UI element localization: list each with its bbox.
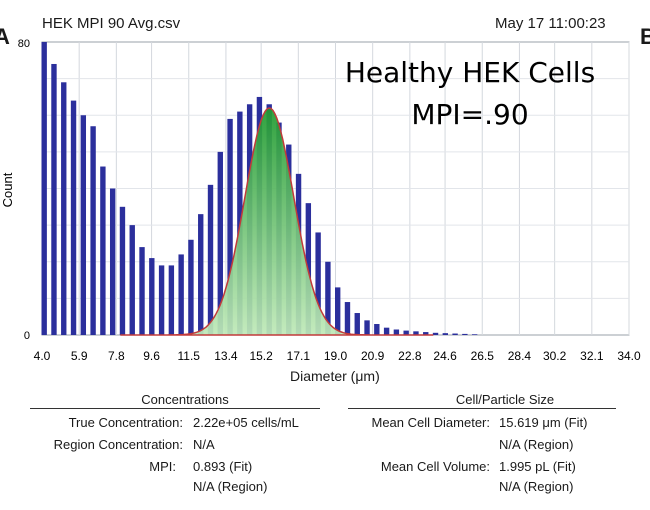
fit-curve-series <box>120 107 434 336</box>
histogram-bar <box>109 188 116 335</box>
histogram-bar <box>423 332 429 335</box>
histogram-bar <box>90 126 96 335</box>
x-tick-label: 34.0 <box>617 349 641 363</box>
histogram-bar <box>198 214 204 335</box>
y-tick-label: 80 <box>18 38 30 50</box>
size-value: 1.995 pL (Fit) <box>499 459 576 474</box>
histogram-bar <box>119 206 126 335</box>
size-label: Mean Cell Diameter: <box>371 415 491 430</box>
x-tick-label: 20.9 <box>361 349 385 363</box>
conc-label: Region Concentration: <box>53 437 183 452</box>
histogram-bar <box>158 265 165 335</box>
x-tick-label: 26.5 <box>471 349 495 363</box>
x-tick-label: 15.2 <box>249 349 273 363</box>
histogram-bar <box>393 329 400 335</box>
histogram-bar <box>178 254 184 335</box>
size-label: Mean Cell Volume: <box>380 459 490 474</box>
size-value: 15.619 μm (Fit) <box>499 415 588 430</box>
histogram-bar <box>335 287 341 335</box>
size-title: Cell/Particle Size <box>455 392 555 407</box>
histogram-bar <box>139 247 145 335</box>
histogram-bar <box>207 184 214 335</box>
chart-timestamp: May 17 11:00:23 <box>495 15 606 32</box>
concentrations-divider <box>30 408 320 409</box>
x-tick-label: 11.5 <box>178 349 201 363</box>
histogram-bar <box>383 327 390 335</box>
histogram-bar <box>344 302 351 335</box>
histogram-bar <box>188 239 194 335</box>
histogram-chart: 4.0 5.9 7.8 9.6 11.5 13.4 15.2 17.1 19.0 20.9 22.8… <box>0 38 641 363</box>
histogram-bar <box>403 330 409 335</box>
histogram-bar <box>100 166 106 335</box>
conc-label: MPI: <box>149 459 176 474</box>
x-tick-label: 22.8 <box>398 349 422 363</box>
histogram-bar <box>227 118 233 335</box>
histogram-bar <box>442 333 448 335</box>
conc-value: 2.22e+05 cells/mL <box>193 415 299 430</box>
size-divider <box>348 408 616 409</box>
histogram-bar <box>364 320 370 335</box>
y-tick-label: 0 <box>24 330 30 342</box>
histogram-bar <box>354 313 360 335</box>
histogram-bar <box>217 151 223 335</box>
annotation-title: Healthy HEK Cells <box>345 56 595 89</box>
histogram-bar <box>41 42 47 335</box>
annotation-mpi: MPI=.90 <box>411 98 528 131</box>
x-tick-label: 30.2 <box>543 349 567 363</box>
x-tick-label: 9.6 <box>143 349 160 363</box>
concentrations-title: Concentrations <box>141 392 229 407</box>
x-tick-label: 24.6 <box>433 349 457 363</box>
gridlines <box>41 42 630 335</box>
histogram-bar <box>432 332 439 335</box>
x-tick-label: 32.1 <box>580 349 604 363</box>
x-axis-ticks: 4.0 5.9 7.8 9.6 11.5 13.4 15.2 17.1 19.0 20.9 22.8… <box>34 349 641 363</box>
x-tick-label: 7.8 <box>108 349 125 363</box>
x-tick-label: 28.4 <box>508 349 532 363</box>
histogram-bar <box>462 333 468 335</box>
conc-value: 0.893 (Fit) <box>193 459 253 474</box>
histogram-bar <box>149 258 155 335</box>
conc-label: True Concentration: <box>68 415 183 430</box>
histogram-bar <box>452 333 458 335</box>
conc-value: N/A <box>193 437 215 452</box>
chart-filename: HEK MPI 90 Avg.csv <box>42 15 181 32</box>
x-tick-label: 17.1 <box>287 349 311 363</box>
x-axis-label: Diameter (μm) <box>290 368 380 384</box>
y-axis-label: Count <box>0 172 15 207</box>
histogram-bar <box>374 324 380 335</box>
histogram-bar <box>315 232 321 335</box>
x-tick-label: 19.0 <box>324 349 348 363</box>
histogram-bar <box>61 82 67 335</box>
histogram-bar <box>80 115 87 335</box>
panel-label-a: A <box>0 24 10 49</box>
panel-label-b: B <box>640 24 650 49</box>
x-tick-label: 5.9 <box>71 349 88 363</box>
histogram-bar <box>70 100 77 335</box>
conc-value: N/A (Region) <box>193 479 268 494</box>
x-tick-label: 4.0 <box>34 349 51 363</box>
histogram-bar <box>51 63 57 335</box>
histogram-bar <box>168 265 175 335</box>
histogram-bar <box>325 261 331 335</box>
size-value: N/A (Region) <box>499 437 574 452</box>
histogram-bar <box>413 331 419 335</box>
histogram-bar <box>129 225 135 335</box>
size-value: N/A (Region) <box>499 479 574 494</box>
x-tick-label: 13.4 <box>214 349 238 363</box>
histogram-bar <box>471 334 478 335</box>
